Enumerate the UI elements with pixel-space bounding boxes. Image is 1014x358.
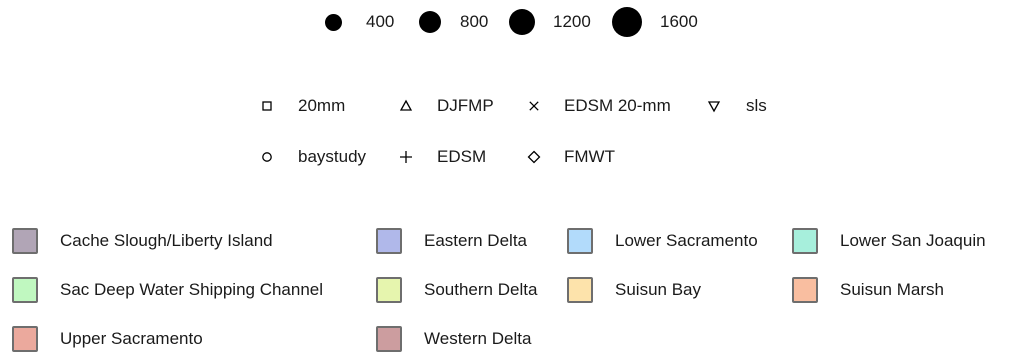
shape-legend-label: FMWT: [564, 147, 615, 166]
fill-legend-swatch: [567, 228, 593, 254]
shape-legend-label: DJFMP: [437, 96, 494, 115]
fill-legend-label: Suisun Marsh: [840, 280, 944, 299]
fill-legend-label: Upper Sacramento: [60, 329, 203, 348]
fill-legend-label: Eastern Delta: [424, 231, 527, 250]
size-legend-label: 800: [460, 12, 489, 31]
fill-legend-swatch: [376, 326, 402, 352]
fill-legend-label: Southern Delta: [424, 280, 538, 299]
size-legend-circle: [324, 13, 342, 31]
fill-legend-label: Suisun Bay: [615, 280, 701, 299]
fill-legend-label: Lower San Joaquin: [840, 231, 986, 250]
fill-legend-swatch: [792, 277, 818, 303]
fill-legend-swatch: [567, 277, 593, 303]
triangle-down-marker-icon: [707, 101, 721, 113]
fill-legend-swatch: [12, 277, 38, 303]
shape-legend-label: EDSM: [437, 147, 487, 166]
fill-legend-label: Cache Slough/Liberty Island: [60, 231, 273, 250]
size-legend-circle: [612, 7, 642, 37]
fill-legend-label: Western Delta: [424, 329, 532, 348]
circle-marker-icon: [262, 152, 272, 162]
diamond-marker-icon: [527, 150, 541, 164]
size-legend-label: 400: [366, 12, 395, 31]
fill-legend-swatch: [12, 326, 38, 352]
fill-legend-label: Sac Deep Water Shipping Channel: [60, 280, 324, 299]
triangle-up-marker-icon: [399, 99, 413, 111]
fill-legend-swatch: [376, 228, 402, 254]
shape-legend-label: baystudy: [298, 147, 367, 166]
cross-x-marker-icon: [529, 101, 539, 111]
size-legend-circle: [419, 11, 441, 33]
size-legend-label: 1600: [660, 12, 698, 31]
fill-legend-swatch: [376, 277, 402, 303]
size-legend-label: 1200: [553, 12, 591, 31]
fill-legend-swatch: [792, 228, 818, 254]
fill-legend-swatch: [12, 228, 38, 254]
plus-marker-icon: [400, 151, 412, 163]
fill-legend-label: Lower Sacramento: [615, 231, 758, 250]
square-marker-icon: [262, 101, 272, 111]
shape-legend-label: sls: [746, 96, 767, 115]
shape-legend-label: 20mm: [298, 96, 346, 115]
size-legend-circle: [509, 9, 535, 35]
shape-legend-label: EDSM 20-mm: [564, 96, 671, 115]
